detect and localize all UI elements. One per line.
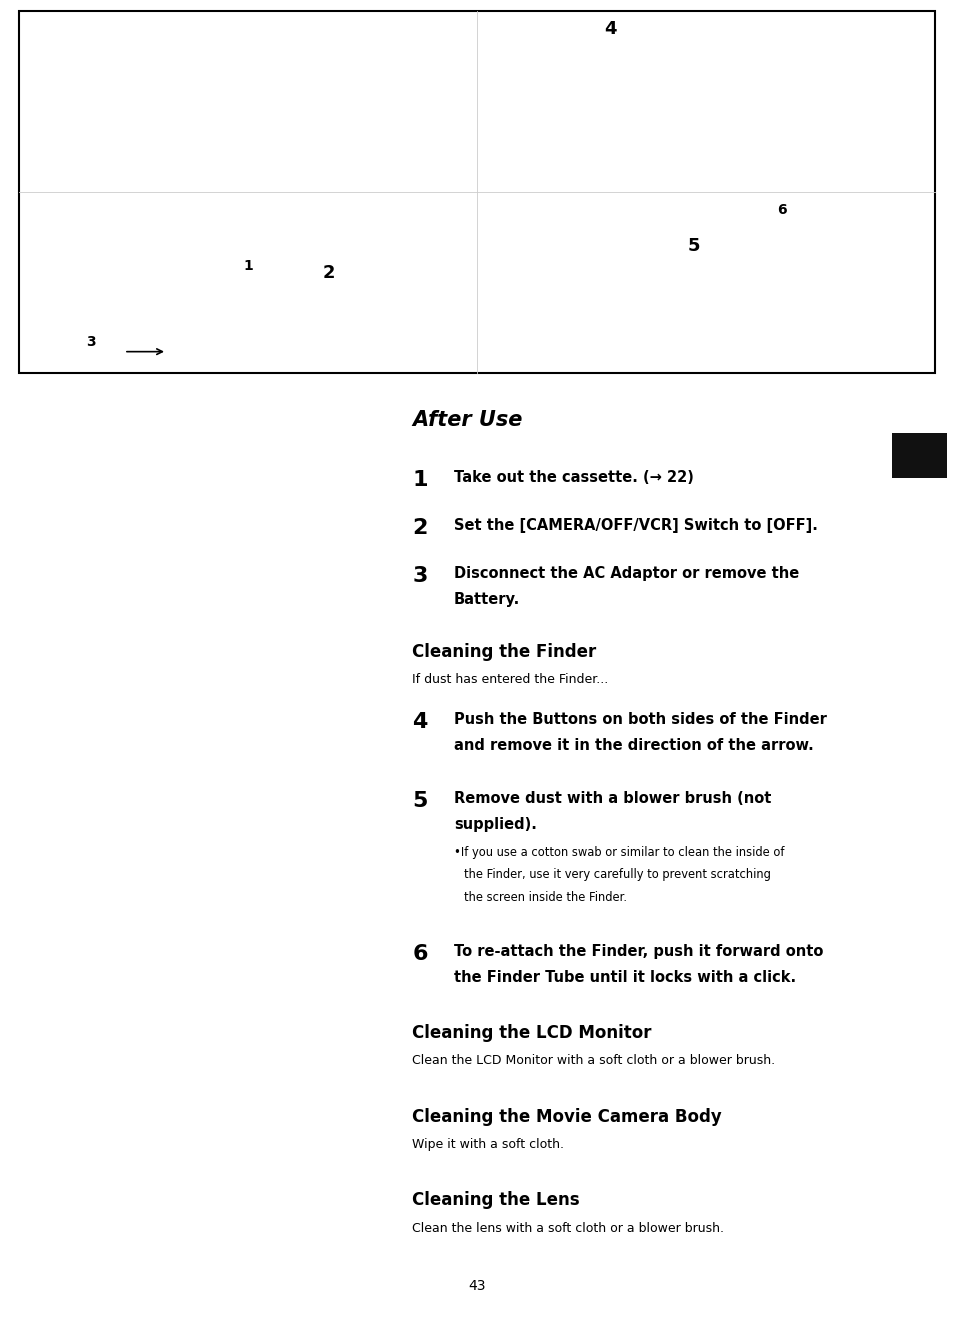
Text: 3: 3 xyxy=(412,566,427,586)
Text: Cleaning the Lens: Cleaning the Lens xyxy=(412,1192,579,1209)
Text: 1: 1 xyxy=(243,260,253,273)
Text: 5: 5 xyxy=(412,791,427,811)
Text: Disconnect the AC Adaptor or remove the: Disconnect the AC Adaptor or remove the xyxy=(454,566,799,581)
Text: To re-attach the Finder, push it forward onto: To re-attach the Finder, push it forward… xyxy=(454,944,822,959)
Text: 4: 4 xyxy=(412,711,427,733)
Text: If dust has entered the Finder...: If dust has entered the Finder... xyxy=(412,673,608,686)
Text: 6: 6 xyxy=(777,204,786,217)
Text: Take out the cassette. (→ 22): Take out the cassette. (→ 22) xyxy=(454,470,693,485)
Text: the Finder, use it very carefully to prevent scratching: the Finder, use it very carefully to pre… xyxy=(463,868,770,882)
Text: Clean the lens with a soft cloth or a blower brush.: Clean the lens with a soft cloth or a bl… xyxy=(412,1223,723,1235)
Text: Set the [CAMERA/OFF/VCR] Switch to [OFF].: Set the [CAMERA/OFF/VCR] Switch to [OFF]… xyxy=(454,518,817,533)
Text: supplied).: supplied). xyxy=(454,817,537,832)
Text: 2: 2 xyxy=(322,264,335,282)
Bar xyxy=(891,433,946,478)
Text: •If you use a cotton swab or similar to clean the inside of: •If you use a cotton swab or similar to … xyxy=(454,846,783,859)
Text: 43: 43 xyxy=(468,1279,485,1293)
Text: 2: 2 xyxy=(412,518,427,538)
Text: Cleaning the Finder: Cleaning the Finder xyxy=(412,642,596,661)
Bar xyxy=(19,11,934,373)
Text: Cleaning the Movie Camera Body: Cleaning the Movie Camera Body xyxy=(412,1108,721,1126)
Text: Push the Buttons on both sides of the Finder: Push the Buttons on both sides of the Fi… xyxy=(454,711,826,727)
Text: 5: 5 xyxy=(686,237,700,256)
Text: After Use: After Use xyxy=(412,410,522,430)
Text: 3: 3 xyxy=(86,336,95,349)
Text: and remove it in the direction of the arrow.: and remove it in the direction of the ar… xyxy=(454,738,813,753)
Text: the Finder Tube until it locks with a click.: the Finder Tube until it locks with a cl… xyxy=(454,970,796,986)
Text: Cleaning the LCD Monitor: Cleaning the LCD Monitor xyxy=(412,1023,651,1042)
Text: Remove dust with a blower brush (not: Remove dust with a blower brush (not xyxy=(454,791,771,806)
Text: 1: 1 xyxy=(412,470,427,490)
Text: 4: 4 xyxy=(603,20,617,39)
Text: Wipe it with a soft cloth.: Wipe it with a soft cloth. xyxy=(412,1138,563,1151)
Text: Battery.: Battery. xyxy=(454,591,519,607)
Text: the screen inside the Finder.: the screen inside the Finder. xyxy=(463,891,626,904)
Text: Clean the LCD Monitor with a soft cloth or a blower brush.: Clean the LCD Monitor with a soft cloth … xyxy=(412,1055,775,1067)
Text: 6: 6 xyxy=(412,944,427,964)
